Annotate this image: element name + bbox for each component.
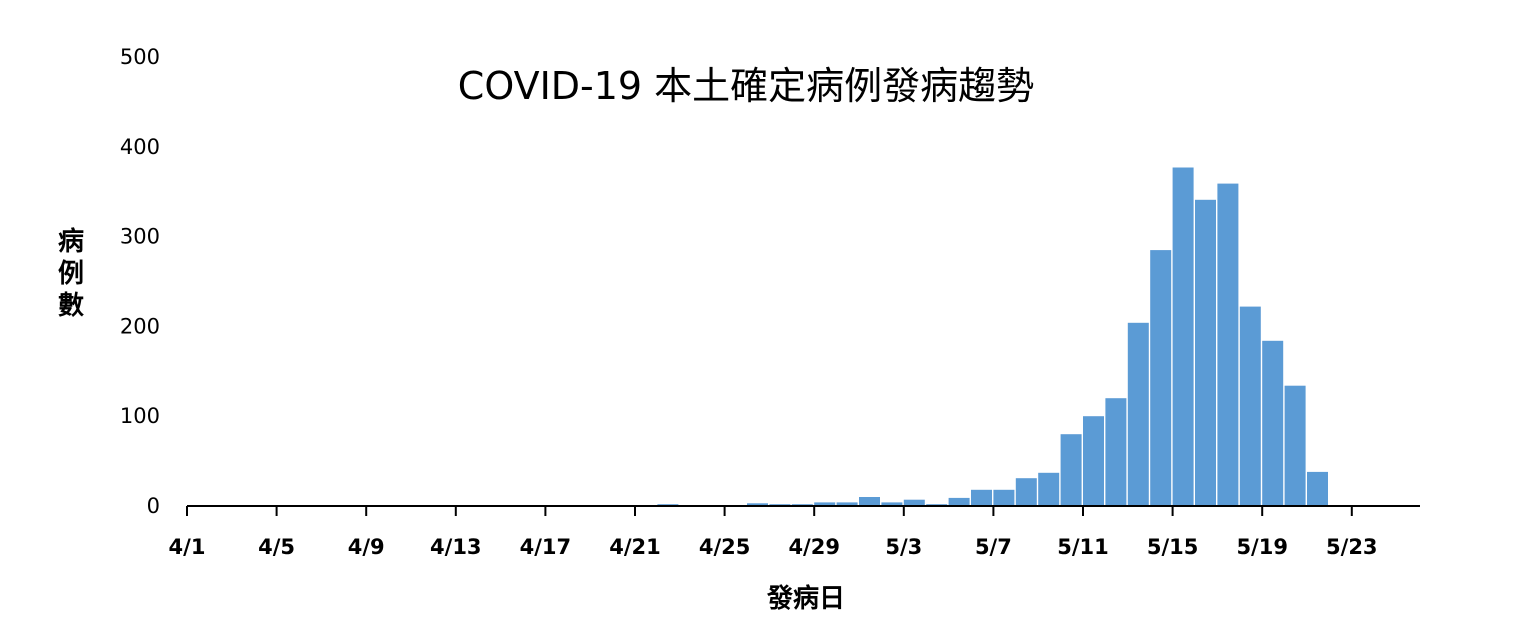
- y-axis-label-text: 病例數: [58, 227, 84, 321]
- bar-5-3: [903, 499, 925, 506]
- x-tick-label: 5/19: [1236, 535, 1288, 559]
- x-tick-label: 4/21: [609, 535, 661, 559]
- bar-5-7: [993, 489, 1015, 506]
- bar-5-20: [1284, 385, 1306, 506]
- x-axis-label: 發病日: [766, 584, 845, 614]
- x-tick-label: 5/3: [885, 535, 922, 559]
- bar-5-8: [1015, 478, 1037, 506]
- bar-5-1: [859, 497, 880, 506]
- y-tick-label: 0: [147, 494, 160, 518]
- y-axis-ticks: 0 100 200 300 400 500: [120, 45, 160, 518]
- x-tick-label: 5/15: [1147, 535, 1199, 559]
- y-tick-label: 500: [120, 45, 160, 69]
- bar-5-5: [948, 497, 970, 506]
- x-tick-label: 4/13: [430, 535, 482, 559]
- y-tick-label: 400: [120, 135, 160, 159]
- bar-5-12: [1105, 398, 1127, 506]
- x-tick-label: 5/23: [1326, 535, 1378, 559]
- y-tick-label: 300: [120, 225, 160, 249]
- y-tick-label: 100: [120, 404, 160, 428]
- y-tick-label: 200: [120, 314, 160, 338]
- y-axis-label: 病例數: [58, 227, 84, 321]
- bar-5-13: [1127, 322, 1149, 506]
- chart-title: COVID-19 本土確定病例發病趨勢: [458, 64, 1034, 108]
- bar-5-2: [881, 502, 903, 506]
- bar-5-16: [1195, 199, 1216, 507]
- bar-5-10: [1060, 434, 1082, 506]
- bar-4-30: [836, 502, 858, 506]
- x-tick-label: 4/25: [699, 535, 751, 559]
- x-tick-label: 4/17: [520, 535, 572, 559]
- bar-5-17: [1217, 183, 1239, 506]
- bar-5-6: [971, 489, 992, 506]
- bar-5-15: [1172, 167, 1194, 506]
- bar-4-29: [814, 502, 836, 506]
- x-tick-label: 4/5: [258, 535, 295, 559]
- bar-5-18: [1239, 306, 1261, 506]
- bar-5-11: [1083, 416, 1104, 506]
- bars: [545, 167, 1328, 507]
- x-axis-ticks: 4/1 4/5 4/9 4/13 4/17 4/21 4/25 4/29 5/3 5/7 5/11 5…: [169, 506, 1378, 559]
- bar-5-19: [1262, 340, 1284, 506]
- bar-5-14: [1150, 250, 1172, 506]
- x-tick-label: 4/9: [348, 535, 385, 559]
- x-tick-label: 5/7: [975, 535, 1012, 559]
- x-tick-label: 4/1: [169, 535, 206, 559]
- x-tick-label: 4/29: [788, 535, 840, 559]
- bar-4-26: [747, 503, 768, 506]
- bar-5-21: [1307, 471, 1328, 506]
- bar-5-9: [1038, 472, 1060, 506]
- x-tick-label: 5/11: [1057, 535, 1109, 559]
